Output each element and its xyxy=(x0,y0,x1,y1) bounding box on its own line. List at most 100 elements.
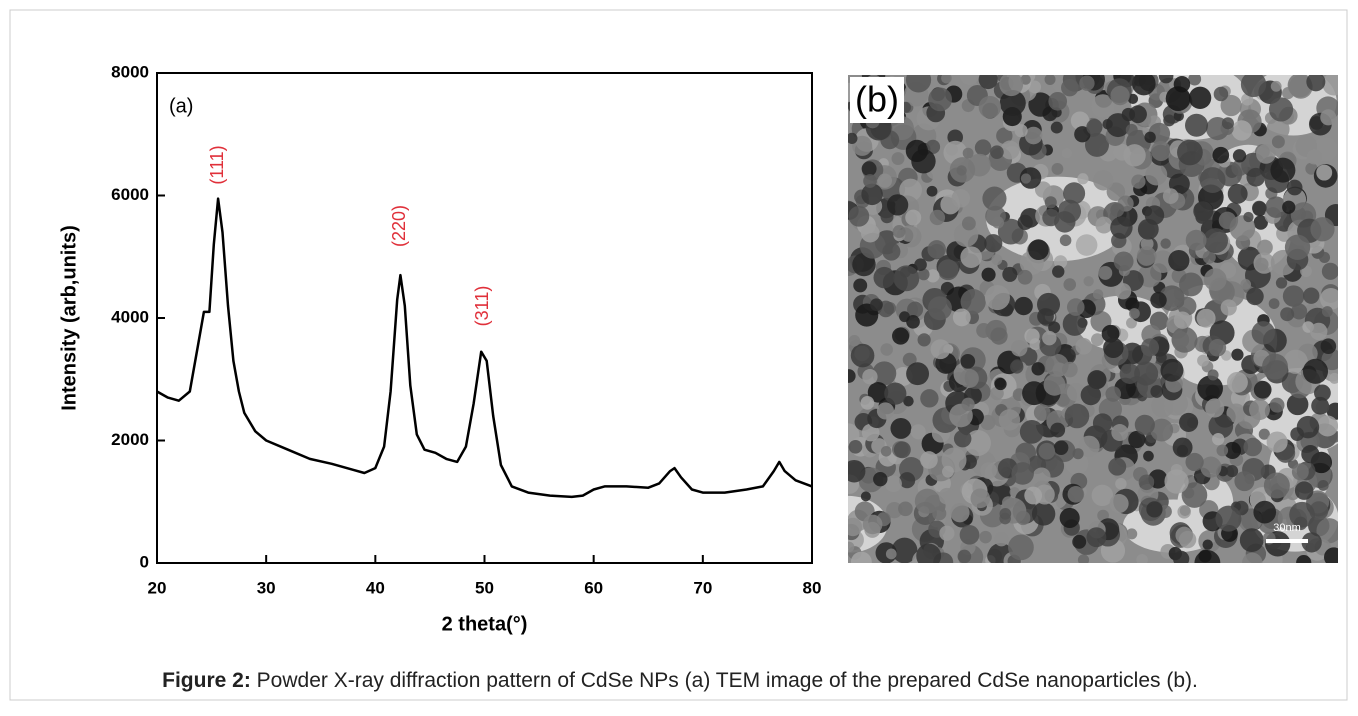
tem-particle xyxy=(1024,328,1040,344)
tem-particle xyxy=(1038,442,1056,460)
tem-particle xyxy=(1162,188,1179,204)
tem-particle xyxy=(1275,277,1288,289)
tem-particle xyxy=(1226,403,1246,423)
tem-particle xyxy=(1318,251,1331,264)
tem-particle xyxy=(1077,554,1090,563)
tem-particle xyxy=(928,87,953,112)
tem-image: (b) 30nm xyxy=(848,75,1338,563)
tem-particle xyxy=(1246,167,1266,187)
tem-particle xyxy=(987,548,1003,563)
tem-particle xyxy=(905,139,928,163)
tem-particle xyxy=(1113,251,1134,272)
tem-particle xyxy=(1200,456,1222,478)
tem-particle xyxy=(1091,484,1114,507)
tem-particle xyxy=(1028,92,1053,117)
tem-particle xyxy=(1251,321,1275,345)
tem-particle xyxy=(926,185,938,197)
tem-particle xyxy=(853,278,868,293)
panel-label: (a) xyxy=(169,95,193,117)
tem-particle xyxy=(905,209,922,226)
tem-particle xyxy=(1059,234,1072,247)
tem-particle xyxy=(1301,445,1320,464)
tem-particle xyxy=(886,194,909,216)
tem-particle xyxy=(1017,269,1033,285)
tem-particle xyxy=(1092,289,1104,300)
tem-particle xyxy=(1305,162,1318,175)
y-tick-label: 8000 xyxy=(111,62,149,81)
tem-particle xyxy=(1091,333,1104,347)
tem-particle xyxy=(848,205,870,227)
tem-particle xyxy=(1317,415,1338,437)
tem-particle xyxy=(1066,383,1086,402)
tem-particle xyxy=(1095,216,1113,234)
tem-particle xyxy=(877,173,893,188)
tem-particle xyxy=(907,301,924,318)
x-tick-label: 30 xyxy=(257,578,276,597)
tem-particle xyxy=(1072,534,1087,549)
tem-particle xyxy=(1019,419,1044,444)
tem-particle xyxy=(994,377,1007,391)
tem-particle xyxy=(999,90,1026,117)
tem-particle xyxy=(1168,249,1190,272)
tem-particle xyxy=(860,396,875,410)
tem-particle xyxy=(957,549,972,563)
tem-particle xyxy=(873,266,895,289)
tem-particle xyxy=(1017,214,1033,230)
tem-particle xyxy=(898,501,913,517)
tem-particle xyxy=(1252,200,1267,216)
tem-particle xyxy=(970,488,991,509)
tem-particle xyxy=(1136,246,1157,266)
tem-particle xyxy=(882,242,901,261)
tem-particle xyxy=(848,541,855,553)
tem-particle xyxy=(1127,93,1139,105)
tem-particle xyxy=(1067,485,1085,503)
scale-bar-label: 30nm xyxy=(1273,522,1301,534)
tem-particle xyxy=(984,234,1003,253)
tem-particle xyxy=(854,345,870,362)
tem-particle xyxy=(1177,139,1203,166)
caption-text: Powder X-ray diffraction pattern of CdSe… xyxy=(251,669,1198,692)
tem-particle xyxy=(1075,234,1098,256)
tem-particle xyxy=(937,259,959,281)
tem-particle xyxy=(960,289,986,315)
tem-particle xyxy=(1231,120,1252,141)
tem-particle xyxy=(1002,266,1018,282)
tem-particle xyxy=(1198,549,1212,563)
tem-particle xyxy=(1066,298,1085,316)
tem-particle xyxy=(1185,452,1204,472)
tem-particle xyxy=(999,507,1012,520)
tem-particle xyxy=(1193,201,1214,221)
tem-particle xyxy=(1202,250,1216,264)
tem-particle xyxy=(1310,217,1335,242)
tem-particle xyxy=(1215,505,1242,532)
tem-particle xyxy=(873,471,888,487)
tem-particle xyxy=(1106,113,1131,138)
tem-particle xyxy=(1185,113,1209,137)
tem-particle xyxy=(1197,354,1210,367)
tem-particle xyxy=(1286,179,1303,196)
tem-particle xyxy=(1266,431,1288,453)
tem-particle xyxy=(1144,131,1156,143)
tem-particle xyxy=(1077,173,1089,185)
tem-particle xyxy=(890,514,909,533)
tem-particle xyxy=(930,339,951,360)
tem-particle xyxy=(898,472,916,489)
tem-particle xyxy=(925,139,941,154)
tem-particle xyxy=(906,315,920,329)
tem-particle xyxy=(1008,534,1034,561)
tem-particle xyxy=(1109,493,1129,514)
tem-particle xyxy=(870,298,883,312)
tem-particle xyxy=(1253,215,1268,230)
tem-particle xyxy=(1226,465,1239,478)
tem-particle xyxy=(862,368,878,385)
tem-particle xyxy=(1072,448,1084,460)
tem-particle xyxy=(1231,159,1248,177)
caption: Figure 2: Powder X-ray diffraction patte… xyxy=(162,669,1198,692)
tem-particle xyxy=(1282,200,1296,214)
tem-particle xyxy=(1138,474,1155,491)
tem-particle xyxy=(863,174,877,188)
tem-particle xyxy=(1131,174,1146,189)
tem-particle xyxy=(996,127,1013,144)
tem-particle xyxy=(1042,330,1057,346)
tem-particle xyxy=(994,531,1009,547)
